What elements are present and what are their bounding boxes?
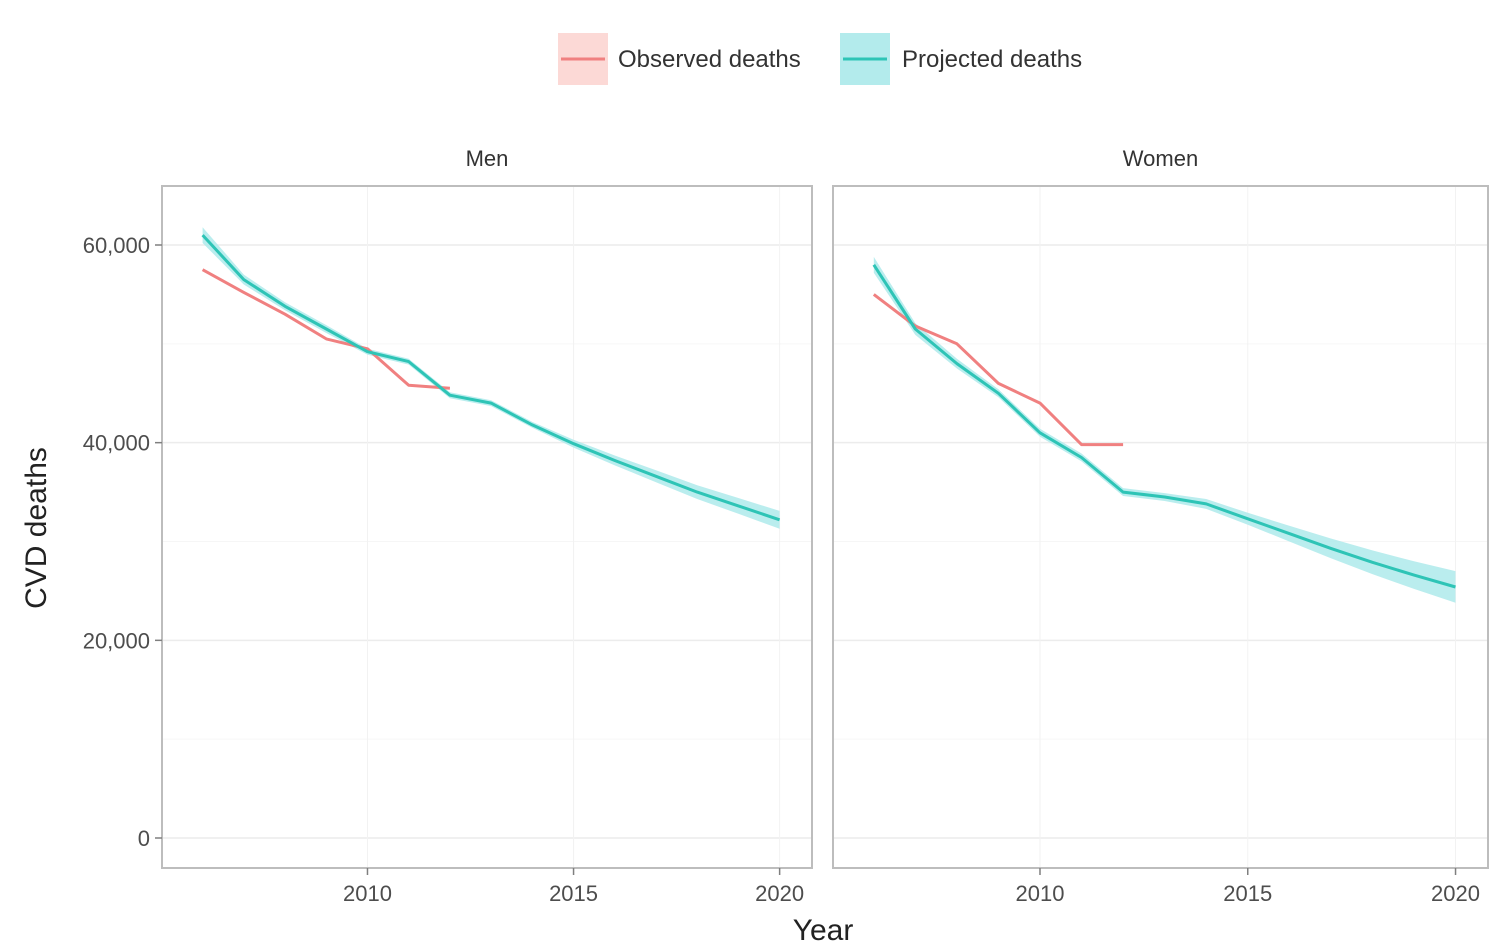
series-line bbox=[201, 268, 451, 390]
legend-label: Observed deaths bbox=[618, 46, 801, 73]
chart-panels: Men 2010 2015 2020 0 20,000 40,000 60,000 Women 2… bbox=[83, 146, 1489, 906]
panel-women: Women 2010 2015 2020 bbox=[832, 146, 1489, 906]
x-tick-label: 2015 bbox=[549, 881, 598, 906]
series-line bbox=[872, 263, 1456, 589]
panel-border bbox=[161, 185, 813, 869]
x-tick-label: 2010 bbox=[1016, 881, 1065, 906]
x-axis-title: Year bbox=[793, 914, 854, 947]
legend-item-0: Observed deaths bbox=[558, 33, 801, 85]
panel-border bbox=[832, 185, 1489, 869]
y-axis-title: CVD deaths bbox=[20, 447, 53, 609]
legend: Observed deaths Projected deaths bbox=[558, 33, 1082, 85]
panel-strip-label: Men bbox=[466, 146, 509, 171]
x-tick-label: 2010 bbox=[343, 881, 392, 906]
series-line bbox=[872, 293, 1124, 447]
x-tick-label: 2015 bbox=[1223, 881, 1272, 906]
series-line bbox=[201, 234, 781, 522]
panel-background bbox=[833, 186, 1488, 868]
panel-men: Men 2010 2015 2020 0 20,000 40,000 60,000 bbox=[83, 146, 813, 906]
y-tick-label: 60,000 bbox=[83, 233, 150, 258]
y-tick-label: 40,000 bbox=[83, 431, 150, 456]
x-tick-label: 2020 bbox=[1431, 881, 1480, 906]
legend-item-1: Projected deaths bbox=[840, 33, 1082, 85]
legend-label: Projected deaths bbox=[902, 46, 1082, 73]
x-tick-label: 2020 bbox=[755, 881, 804, 906]
y-tick-label: 20,000 bbox=[83, 628, 150, 653]
y-tick-label: 0 bbox=[138, 826, 150, 851]
panel-strip-label: Women bbox=[1123, 146, 1198, 171]
confidence-band bbox=[873, 256, 1456, 603]
confidence-band bbox=[202, 227, 780, 529]
